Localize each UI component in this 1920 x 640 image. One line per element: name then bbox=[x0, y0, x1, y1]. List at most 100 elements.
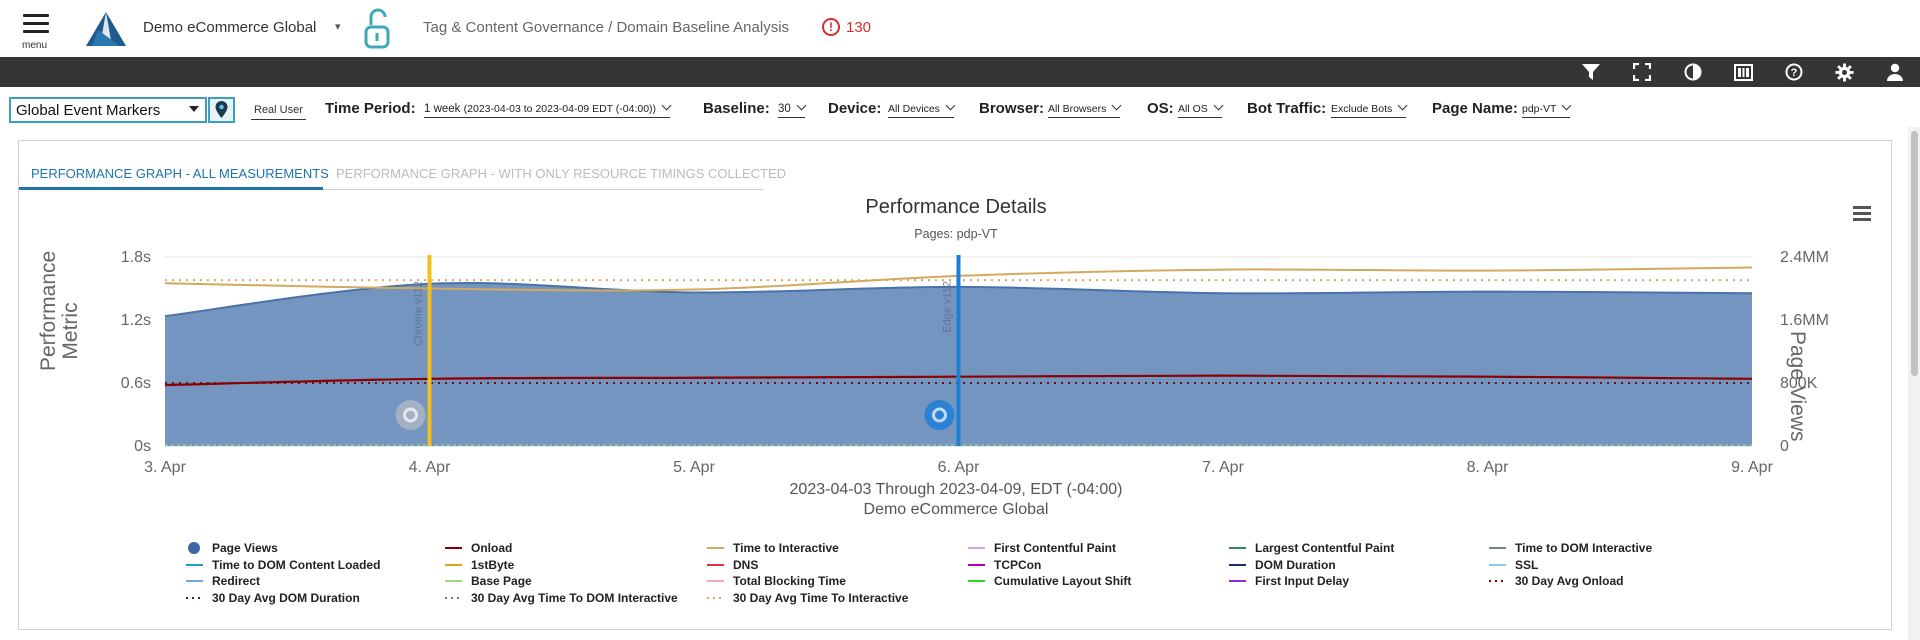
legend-line-icon bbox=[1229, 547, 1246, 549]
unlock-icon[interactable] bbox=[362, 7, 392, 51]
event-marker-label: Chrome v112 bbox=[413, 281, 425, 346]
scrollbar-thumb[interactable] bbox=[1911, 131, 1918, 376]
legend-item[interactable]: Base Page bbox=[445, 574, 532, 588]
legend-line-icon bbox=[707, 580, 724, 583]
filter-icon[interactable] bbox=[1580, 62, 1602, 82]
legend-item[interactable]: Page Views bbox=[186, 541, 278, 555]
chrome-icon bbox=[395, 400, 426, 430]
real-user-toggle[interactable]: Real User bbox=[251, 102, 306, 120]
legend-item[interactable]: First Contentful Paint bbox=[968, 541, 1116, 555]
legend-item[interactable]: Time to DOM Content Loaded bbox=[186, 558, 380, 572]
legend-item[interactable]: Time to DOM Interactive bbox=[1489, 541, 1652, 555]
event-markers-select[interactable]: Global Event Markers bbox=[9, 97, 207, 123]
legend-item[interactable]: First Input Delay bbox=[1229, 574, 1349, 588]
hamburger-icon-bar bbox=[1853, 212, 1871, 215]
legend-item[interactable]: 1stByte bbox=[445, 558, 514, 572]
legend-line-icon bbox=[445, 563, 462, 566]
alert-count: 130 bbox=[846, 18, 872, 36]
alert-badge[interactable]: ! 130 bbox=[822, 18, 871, 36]
graph-tabs: PERFORMANCE GRAPH - ALL MEASUREMENTS PER… bbox=[19, 154, 786, 190]
legend-line-icon bbox=[445, 547, 462, 549]
page-name-select[interactable]: pdp-VT bbox=[1522, 103, 1571, 118]
site-selector[interactable]: Demo eCommerce Global bbox=[143, 19, 317, 36]
x-tick-label: 9. Apr bbox=[1731, 459, 1773, 476]
hamburger-icon bbox=[1853, 206, 1871, 209]
map-pin-button[interactable] bbox=[208, 97, 235, 123]
page-scrollbar[interactable] bbox=[1908, 127, 1920, 640]
legend-item[interactable]: 30 Day Avg Onload bbox=[1489, 574, 1623, 588]
settings-icon[interactable] bbox=[1833, 62, 1855, 82]
help-icon[interactable]: ? bbox=[1783, 62, 1805, 82]
legend-item[interactable]: Onload bbox=[445, 541, 512, 555]
chart-menu-button[interactable] bbox=[1851, 204, 1873, 222]
legend-line-icon bbox=[707, 563, 724, 566]
legend-item[interactable]: Redirect bbox=[186, 574, 260, 588]
hamburger-icon-bar bbox=[1853, 218, 1871, 221]
tab-label: PERFORMANCE GRAPH - WITH ONLY RESOURCE T… bbox=[336, 166, 786, 181]
legend-item[interactable]: 30 Day Avg Time To DOM Interactive bbox=[445, 591, 678, 605]
legend-item[interactable]: Cumulative Layout Shift bbox=[968, 574, 1131, 588]
legend-item[interactable]: TCPCon bbox=[968, 558, 1041, 572]
legend-label: 30 Day Avg DOM Duration bbox=[212, 591, 360, 606]
y-axis-left-title: Performance Metric bbox=[37, 251, 118, 371]
legend-label: SSL bbox=[1515, 557, 1539, 572]
legend-line-icon bbox=[707, 547, 724, 549]
map-pin-icon bbox=[215, 101, 228, 118]
y-axis-left-text: Performance Metric bbox=[37, 250, 82, 371]
legend-label: Largest Contentful Paint bbox=[1255, 541, 1395, 555]
chart-title: Performance Details bbox=[865, 196, 1047, 218]
baseline-select[interactable]: 30 bbox=[778, 103, 805, 118]
filter-bar: Global Event Markers Real User Time Peri… bbox=[0, 95, 1920, 127]
legend-item[interactable]: Time to Interactive bbox=[707, 541, 839, 555]
legend-label: 1stByte bbox=[471, 557, 515, 572]
browser-value: All Browsers bbox=[1048, 103, 1107, 115]
legend-line-icon bbox=[186, 580, 203, 583]
user-icon[interactable] bbox=[1884, 62, 1906, 82]
app-logo-icon[interactable] bbox=[84, 10, 128, 48]
bot-traffic-select[interactable]: Exclude Bots bbox=[1331, 103, 1407, 118]
chart-site-name: Demo eCommerce Global bbox=[863, 501, 1049, 518]
legend-label: Time to DOM Interactive bbox=[1515, 541, 1653, 555]
time-period-select[interactable]: 1 week (2023-04-03 to 2023-04-09 EDT (-0… bbox=[424, 103, 671, 118]
os-select[interactable]: All OS bbox=[1178, 103, 1222, 118]
legend-dotted-icon bbox=[707, 597, 724, 600]
legend-item[interactable]: 30 Day Avg DOM Duration bbox=[186, 591, 360, 605]
y-axis-right-title: Page Views bbox=[1786, 331, 1809, 442]
legend-label: Base Page bbox=[471, 574, 532, 589]
menu-icon bbox=[23, 14, 49, 17]
legend-label: First Contentful Paint bbox=[994, 541, 1116, 555]
menu-icon-bar bbox=[23, 22, 49, 25]
y-right-tick-label: 2.4MM bbox=[1780, 249, 1829, 266]
device-select[interactable]: All Devices bbox=[888, 103, 954, 118]
tab-resource-timings[interactable]: PERFORMANCE GRAPH - WITH ONLY RESOURCE T… bbox=[323, 154, 786, 190]
time-period-label: Time Period: bbox=[325, 100, 416, 117]
legend-label: First Input Delay bbox=[1255, 574, 1350, 589]
legend-item[interactable]: Largest Contentful Paint bbox=[1229, 541, 1394, 555]
browser-select[interactable]: All Browsers bbox=[1048, 103, 1121, 118]
y-right-tick-label: 0 bbox=[1780, 438, 1789, 455]
bot-traffic-value: Exclude Bots bbox=[1331, 103, 1393, 115]
contrast-icon[interactable] bbox=[1682, 62, 1704, 82]
legend-line-icon bbox=[186, 563, 203, 566]
x-tick-label: 8. Apr bbox=[1467, 459, 1509, 476]
column-view-icon[interactable] bbox=[1732, 62, 1754, 82]
x-tick-label: 5. Apr bbox=[673, 459, 715, 476]
performance-chart[interactable]: 0s 0.6s 1.2s 1.8s 0 800K 1.6MM 2.4MM Chrome v112… bbox=[19, 141, 1893, 541]
chevron-down-icon[interactable]: ▾ bbox=[335, 21, 341, 33]
legend-line-icon bbox=[1489, 563, 1506, 566]
legend-item[interactable]: Total Blocking Time bbox=[707, 574, 846, 588]
chart-date-range: 2023-04-03 Through 2023-04-09, EDT (-04:… bbox=[789, 481, 1123, 498]
event-icon-ring bbox=[932, 407, 947, 423]
top-header: menu Demo eCommerce Global ▾ Tag & Conte… bbox=[0, 0, 1920, 57]
x-tick-label: 3. Apr bbox=[144, 459, 186, 476]
legend-item[interactable]: SSL bbox=[1489, 558, 1538, 572]
menu-button[interactable]: menu bbox=[18, 12, 54, 52]
legend-item[interactable]: 30 Day Avg Time To Interactive bbox=[707, 591, 908, 605]
bot-traffic-label: Bot Traffic: bbox=[1247, 100, 1327, 117]
legend-item[interactable]: DNS bbox=[707, 558, 758, 572]
tab-all-measurements[interactable]: PERFORMANCE GRAPH - ALL MEASUREMENTS bbox=[19, 154, 329, 190]
legend-label: Redirect bbox=[212, 574, 261, 589]
x-tick-label: 4. Apr bbox=[409, 459, 451, 476]
fullscreen-icon[interactable] bbox=[1631, 62, 1653, 82]
legend-item[interactable]: DOM Duration bbox=[1229, 558, 1336, 572]
